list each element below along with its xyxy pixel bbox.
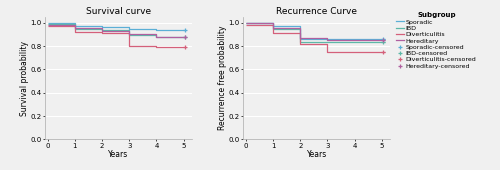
Title: Recurrence Curve: Recurrence Curve bbox=[276, 7, 357, 16]
X-axis label: Years: Years bbox=[306, 150, 326, 159]
Legend: Sporadic, IBD, Diverticulitis, Hereditary, Sporadic-censored, IBD-censored, Dive: Sporadic, IBD, Diverticulitis, Hereditar… bbox=[396, 12, 477, 69]
Y-axis label: Recurrence free probability: Recurrence free probability bbox=[218, 26, 227, 130]
X-axis label: Years: Years bbox=[108, 150, 128, 159]
Y-axis label: Survival probability: Survival probability bbox=[20, 41, 29, 116]
Title: Survival curve: Survival curve bbox=[86, 7, 151, 16]
